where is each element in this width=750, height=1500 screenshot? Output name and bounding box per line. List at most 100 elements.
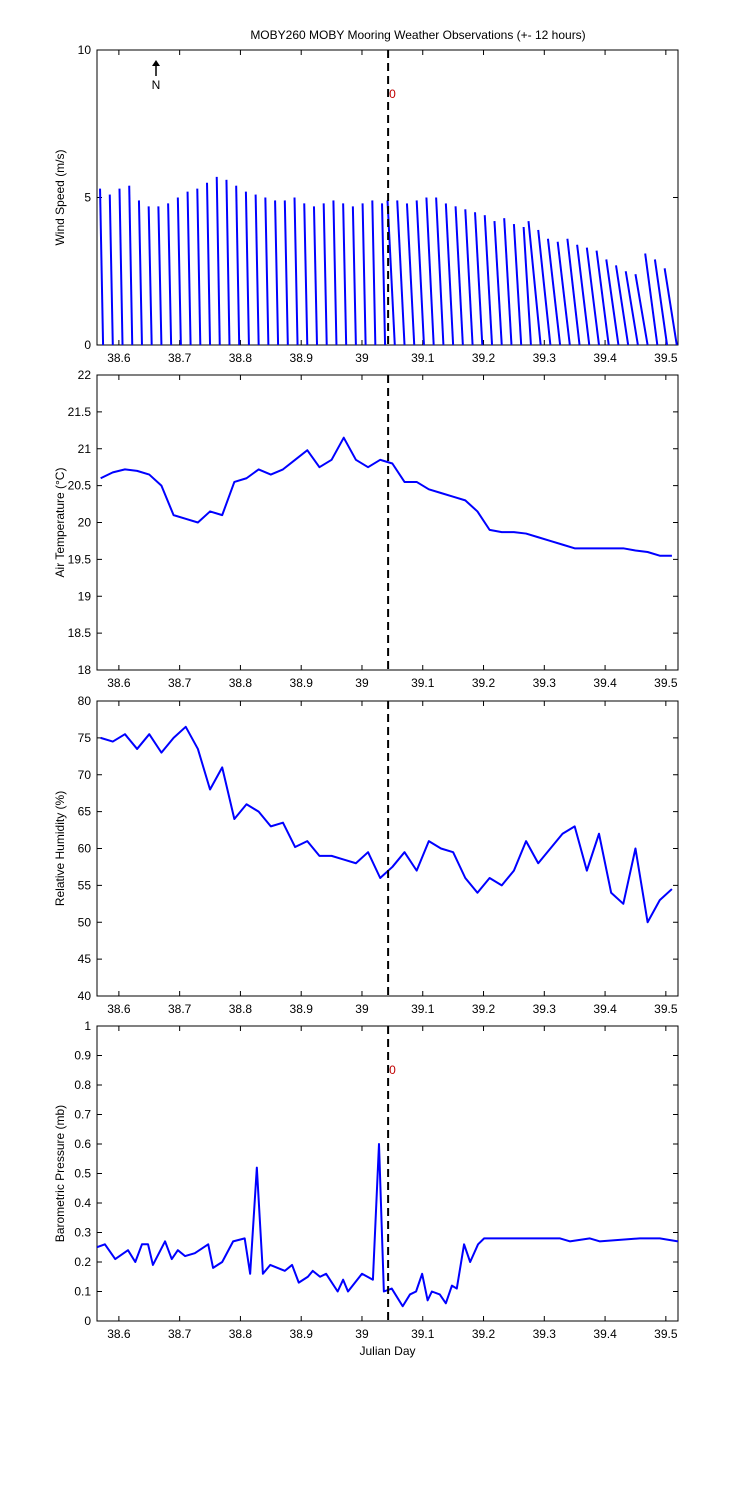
y-tick-label: 0 xyxy=(84,338,91,352)
wind-stick xyxy=(653,259,669,345)
wind-stick xyxy=(274,200,280,345)
wind-stick xyxy=(644,253,659,345)
time-marker-label: 0 xyxy=(389,1063,396,1077)
wind-stick xyxy=(342,203,348,345)
x-tick-label: 39 xyxy=(355,676,369,690)
plot-area xyxy=(100,436,672,557)
panel: 38.6 38.7 38.8 38.9 39 39.1 39.2 39.3 39.4 39.5 0 5… xyxy=(53,43,679,365)
y-tick-label: 20 xyxy=(78,516,92,530)
y-axis-label: Air Temperature (°C) xyxy=(53,468,67,578)
wind-stick xyxy=(405,203,416,345)
x-tick-label: 39.2 xyxy=(472,351,496,365)
x-tick-label: 38.9 xyxy=(290,351,314,365)
wind-stick xyxy=(576,244,591,345)
wind-stick xyxy=(483,215,494,345)
x-tick-label: 39.1 xyxy=(411,676,435,690)
y-tick-label: 21.5 xyxy=(68,405,92,419)
y-axis-label: Relative Humidity (%) xyxy=(53,791,67,906)
wind-stick xyxy=(254,194,260,345)
wind-stick xyxy=(522,226,532,345)
wind-stick xyxy=(634,274,649,345)
panel: 38.6 38.7 38.8 38.9 39 39.1 39.2 39.3 39.4 39.5 18… xyxy=(53,368,679,690)
data-line xyxy=(100,725,673,924)
wind-stick xyxy=(118,188,124,345)
wind-stick xyxy=(595,250,610,345)
y-tick-label: 0.7 xyxy=(74,1108,91,1122)
x-tick-label: 39.2 xyxy=(472,676,496,690)
x-tick-label: 39.4 xyxy=(593,1002,617,1016)
wind-stick xyxy=(663,268,678,345)
y-axis-label: Barometric Pressure (mb) xyxy=(53,1105,67,1242)
x-tick-label: 39.3 xyxy=(533,676,557,690)
y-tick-label: 0 xyxy=(84,1314,91,1328)
x-tick-label: 39.5 xyxy=(654,676,678,690)
wind-stick xyxy=(264,197,270,345)
y-axis-label: Wind Speed (m/s) xyxy=(53,149,67,245)
y-tick-label: 22 xyxy=(78,368,92,382)
plot-area xyxy=(97,1143,678,1308)
y-tick-label: 45 xyxy=(78,952,92,966)
wind-stick xyxy=(415,200,425,345)
wind-stick xyxy=(215,176,221,345)
x-tick-label: 39 xyxy=(355,1327,369,1341)
y-tick-label: 70 xyxy=(78,768,92,782)
wind-stick xyxy=(381,203,387,345)
x-tick-label: 39.4 xyxy=(593,351,617,365)
wind-stick xyxy=(303,203,309,345)
x-tick-label: 39.2 xyxy=(472,1327,496,1341)
wind-stick xyxy=(235,185,241,345)
y-tick-label: 18 xyxy=(78,663,92,677)
y-tick-label: 0.5 xyxy=(74,1167,91,1181)
y-tick-label: 80 xyxy=(78,694,92,708)
wind-stick xyxy=(206,182,212,345)
y-tick-label: 1 xyxy=(84,1019,91,1033)
x-tick-label: 38.7 xyxy=(168,1327,192,1341)
wind-stick xyxy=(99,188,105,345)
x-tick-label: 39.5 xyxy=(654,351,678,365)
wind-stick xyxy=(493,221,503,345)
x-tick-label: 38.6 xyxy=(107,676,131,690)
x-tick-label: 39 xyxy=(355,1002,369,1016)
wind-stick xyxy=(147,206,153,345)
y-tick-label: 40 xyxy=(78,989,92,1003)
wind-stick xyxy=(435,197,445,345)
y-tick-label: 0.2 xyxy=(74,1255,91,1269)
y-tick-label: 19 xyxy=(78,589,92,603)
x-tick-label: 38.6 xyxy=(107,1002,131,1016)
panel: 38.6 38.7 38.8 38.9 39 39.1 39.2 39.3 39.4 39.5 40… xyxy=(53,694,679,1016)
data-line xyxy=(97,1143,678,1308)
wind-stick xyxy=(454,206,464,345)
y-tick-label: 50 xyxy=(78,915,92,929)
wind-stick xyxy=(444,203,455,345)
x-tick-label: 38.7 xyxy=(168,676,192,690)
wind-stick xyxy=(396,200,406,345)
y-tick-label: 10 xyxy=(78,43,92,57)
x-tick-label: 39.3 xyxy=(533,1002,557,1016)
x-tick-label: 38.8 xyxy=(229,1002,253,1016)
x-tick-label: 38.7 xyxy=(168,351,192,365)
wind-stick xyxy=(556,241,571,345)
x-tick-label: 38.8 xyxy=(229,1327,253,1341)
wind-stick xyxy=(371,200,377,345)
wind-stick xyxy=(312,206,319,345)
x-tick-label: 39.5 xyxy=(654,1327,678,1341)
wind-stick xyxy=(225,179,231,345)
x-tick-label: 39.4 xyxy=(593,676,617,690)
y-tick-label: 60 xyxy=(78,842,92,856)
x-tick-label: 39.1 xyxy=(411,351,435,365)
north-label: N xyxy=(152,78,161,92)
x-tick-label: 39.4 xyxy=(593,1327,617,1341)
y-tick-label: 0.9 xyxy=(74,1049,91,1063)
wind-stick xyxy=(108,194,114,345)
y-tick-label: 75 xyxy=(78,731,92,745)
wind-stick xyxy=(585,247,600,345)
wind-stick xyxy=(624,271,639,345)
wind-stick xyxy=(322,203,328,345)
time-marker-label: 0 xyxy=(389,87,396,101)
wind-stick xyxy=(157,206,163,345)
wind-stick xyxy=(244,191,250,345)
y-tick-label: 5 xyxy=(84,191,91,205)
x-tick-label: 39.3 xyxy=(533,351,557,365)
